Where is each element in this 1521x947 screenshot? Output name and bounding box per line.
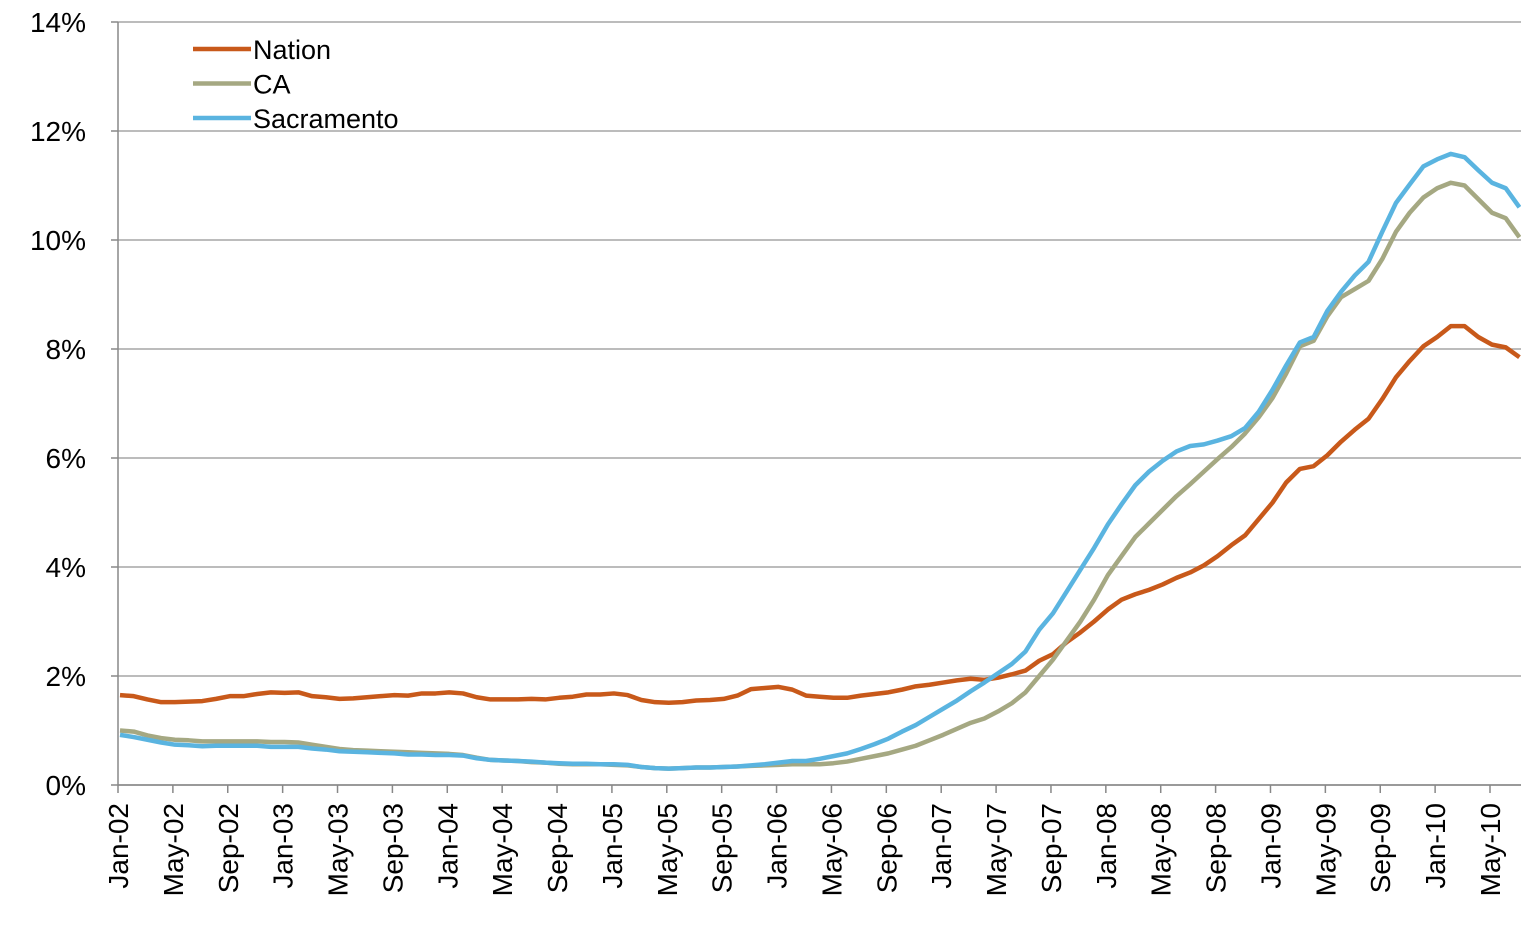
- legend-label: Sacramento: [253, 104, 399, 134]
- legend-label: CA: [253, 70, 291, 100]
- x-tick-label: Jan-08: [1091, 803, 1122, 889]
- y-tick-label: 14%: [30, 7, 86, 38]
- x-tick-label: Sep-06: [871, 803, 902, 893]
- x-tick-label: May-04: [487, 803, 518, 896]
- x-tick-label: May-02: [158, 803, 189, 896]
- x-tick-label: May-07: [981, 803, 1012, 896]
- y-tick-label: 12%: [30, 116, 86, 147]
- y-tick-label: 4%: [46, 552, 86, 583]
- x-tick-label: Sep-05: [707, 803, 738, 893]
- x-tick-label: May-03: [323, 803, 354, 896]
- legend-label: Nation: [253, 35, 331, 65]
- x-tick-label: Jan-07: [926, 803, 957, 889]
- x-tick-label: May-10: [1475, 803, 1506, 896]
- x-tick-label: Sep-08: [1201, 803, 1232, 893]
- series-line: [119, 323, 1521, 705]
- x-tick-label: Jan-02: [103, 803, 134, 889]
- x-tick-label: May-06: [816, 803, 847, 896]
- x-tick-label: Sep-03: [377, 803, 408, 893]
- y-tick-label: 6%: [46, 443, 86, 474]
- x-tick-label: May-08: [1146, 803, 1177, 896]
- x-tick-label: Jan-03: [268, 803, 299, 889]
- x-tick-label: Jan-10: [1420, 803, 1451, 889]
- y-tick-label: 0%: [46, 770, 86, 801]
- x-tick-label: Jan-09: [1255, 803, 1286, 889]
- series-line: [119, 180, 1521, 771]
- series-line: [119, 151, 1521, 771]
- x-tick-label: Jan-06: [762, 803, 793, 889]
- x-tick-label: Jan-05: [597, 803, 628, 889]
- y-tick-label: 10%: [30, 225, 86, 256]
- x-tick-label: Sep-04: [542, 803, 573, 893]
- x-tick-label: Sep-07: [1036, 803, 1067, 893]
- x-tick-label: May-05: [652, 803, 683, 896]
- x-tick-label: Jan-04: [432, 803, 463, 889]
- x-tick-label: May-09: [1310, 803, 1341, 896]
- x-tick-label: Sep-02: [213, 803, 244, 893]
- x-tick-label: Sep-09: [1365, 803, 1396, 893]
- y-tick-label: 2%: [46, 661, 86, 692]
- y-tick-label: 8%: [46, 334, 86, 365]
